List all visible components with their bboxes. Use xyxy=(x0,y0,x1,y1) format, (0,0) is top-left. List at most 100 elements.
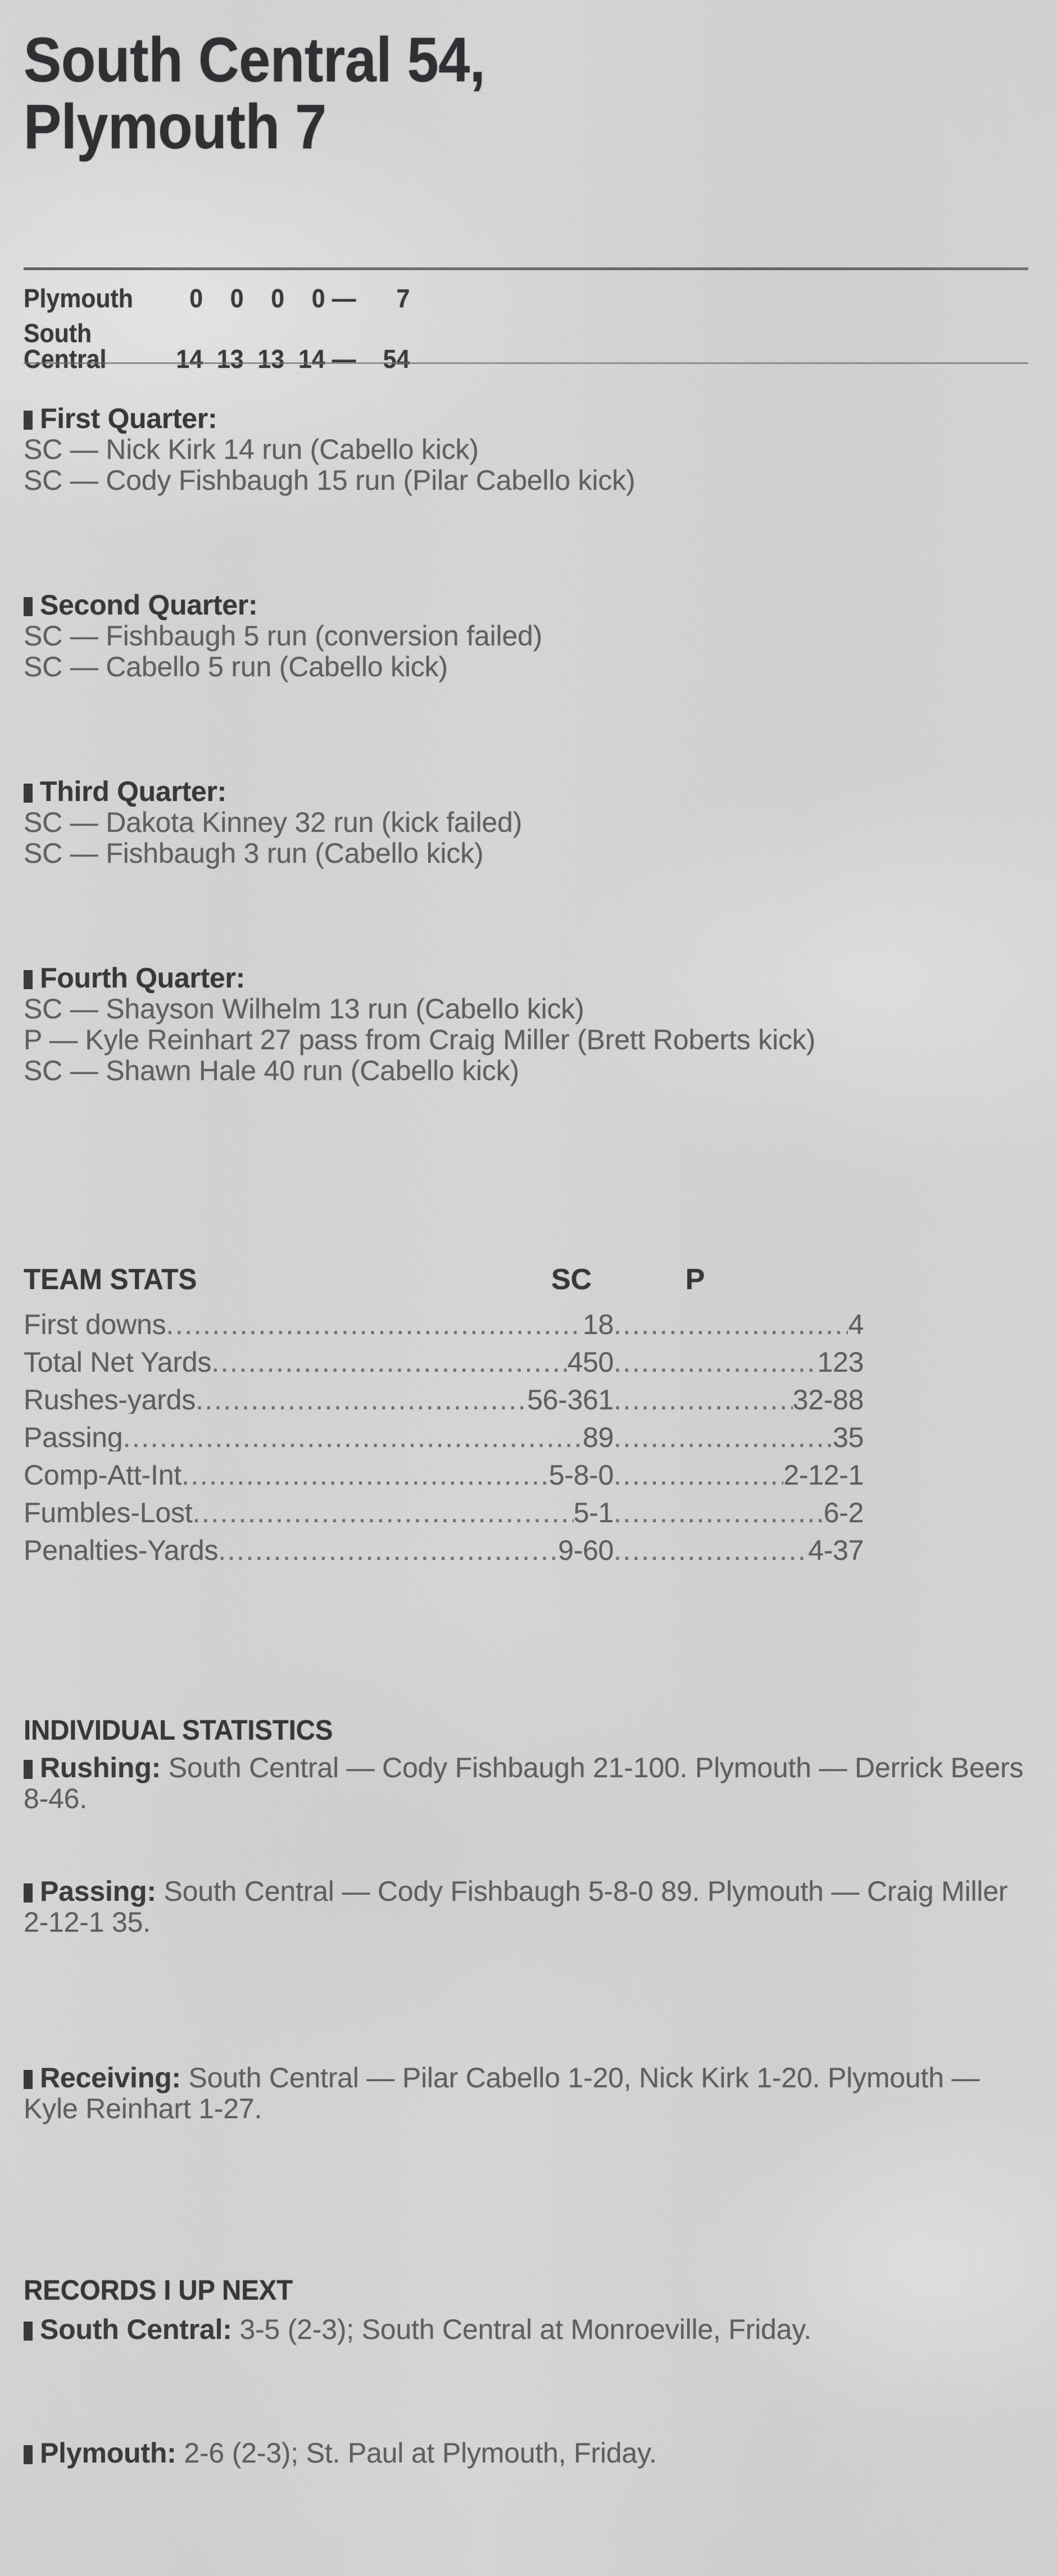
record-detail: 3-5 (2-3); South Central at Monroeville,… xyxy=(232,2314,812,2345)
stat-value-sc: 56-361 xyxy=(527,1386,614,1414)
stat-value-p: 4-37 xyxy=(808,1536,864,1564)
dot-leader: ............................... xyxy=(614,1310,848,1339)
table-row: Total Net Yards.........................… xyxy=(24,1348,1013,1376)
scoring-quarter-2: Second Quarter: SC — Fishbaugh 5 run (co… xyxy=(24,590,1035,682)
stat-label: Passing xyxy=(24,1423,123,1451)
square-bullet-icon xyxy=(24,2322,33,2341)
linescore-team-name: South Central xyxy=(24,318,107,374)
record-plymouth: Plymouth: 2-6 (2-3); St. Paul at Plymout… xyxy=(24,2438,1032,2469)
scoring-play: SC — Fishbaugh 3 run (Cabello kick) xyxy=(24,838,484,869)
stat-value-p: 2-12-1 xyxy=(783,1461,864,1489)
stat-value-p: 32-88 xyxy=(792,1386,864,1414)
team-stats-col-p: P xyxy=(685,1263,705,1296)
individual-statistics-title: INDIVIDUAL STATISTICS xyxy=(24,1714,333,1746)
dot-leader: ........................................… xyxy=(182,1461,549,1489)
stat-detail: South Central — Cody Fishbaugh 21-100. P… xyxy=(24,1752,1024,1814)
square-bullet-icon xyxy=(24,2070,33,2089)
headline-line-1: South Central 54, xyxy=(24,25,486,95)
scoring-quarter-1: First Quarter: SC — Nick Kirk 14 run (Ca… xyxy=(24,403,1035,496)
record-detail: 2-6 (2-3); St. Paul at Plymouth, Friday. xyxy=(176,2437,657,2469)
square-bullet-icon xyxy=(24,1883,33,1903)
dot-leader: ....................... xyxy=(614,1461,783,1489)
linescore-q4: 14 xyxy=(298,344,325,374)
record-team-label: Plymouth: xyxy=(40,2437,176,2469)
scoring-play: SC — Nick Kirk 14 run (Cabello kick) xyxy=(24,434,479,465)
linescore-total: 54 xyxy=(383,344,410,374)
scoring-play: SC — Shayson Wilhelm 13 run (Cabello kic… xyxy=(24,993,584,1025)
dot-leader: ........................ xyxy=(614,1386,793,1414)
linescore-team-name: Plymouth xyxy=(24,284,133,313)
linescore-total: 7 xyxy=(396,284,410,313)
headline-line-2: Plymouth 7 xyxy=(24,91,326,162)
stat-detail: South Central — Cody Fishbaugh 5-8-0 89.… xyxy=(24,1876,1008,1938)
team-stats-header-row: TEAM STATS SC P xyxy=(24,1265,979,1294)
stat-value-p: 123 xyxy=(817,1348,864,1376)
records-up-next-title: RECORDS I UP NEXT xyxy=(24,2274,293,2306)
dot-leader: ........................................… xyxy=(166,1310,583,1339)
stat-label: Total Net Yards xyxy=(24,1348,212,1376)
square-bullet-icon xyxy=(24,1760,33,1779)
linescore-q2: 13 xyxy=(216,344,244,374)
table-row: Fumbles-Lost............................… xyxy=(24,1499,1013,1527)
quarter-heading: Third Quarter: xyxy=(24,776,1035,807)
stat-label: First downs xyxy=(24,1310,166,1339)
dot-leader: ........................................… xyxy=(196,1386,528,1414)
table-row: Comp-Att-Int............................… xyxy=(24,1461,1013,1489)
dot-leader: ........................................… xyxy=(211,1348,567,1376)
quarter-heading: First Quarter: xyxy=(24,403,1035,434)
square-bullet-icon xyxy=(24,784,33,803)
linescore-q1: 0 xyxy=(189,284,203,313)
dot-leader: ........................... xyxy=(614,1348,817,1376)
stat-value-sc: 5-8-0 xyxy=(548,1461,614,1489)
stat-label: Comp-Att-Int xyxy=(24,1461,182,1489)
square-bullet-icon xyxy=(24,411,33,430)
square-bullet-icon xyxy=(24,970,33,989)
stat-category-label: Passing: xyxy=(40,1876,156,1907)
dot-leader: ............................ xyxy=(614,1499,824,1527)
stat-value-sc: 18 xyxy=(582,1310,614,1339)
stat-detail: South Central — Pilar Cabello 1-20, Nick… xyxy=(24,2062,980,2124)
scoring-quarter-4: Fourth Quarter: SC — Shayson Wilhelm 13 … xyxy=(24,963,1035,1086)
stat-label: Fumbles-Lost xyxy=(24,1499,193,1527)
scoring-play: P — Kyle Reinhart 27 pass from Craig Mil… xyxy=(24,1024,815,1055)
dot-leader: ........................................… xyxy=(192,1499,573,1527)
stat-value-sc: 89 xyxy=(582,1423,614,1451)
linescore-top-rule xyxy=(24,267,1028,270)
table-row: First downs.............................… xyxy=(24,1310,1013,1339)
scoring-play: SC — Cody Fishbaugh 15 run (Pilar Cabell… xyxy=(24,465,636,496)
linescore-q1: 14 xyxy=(176,344,203,374)
team-stats-title: TEAM STATS xyxy=(24,1263,197,1296)
quarter-heading: Fourth Quarter: xyxy=(24,963,1035,994)
individual-stat-passing: Passing: South Central — Cody Fishbaugh … xyxy=(24,1876,1032,1938)
table-row: Passing.................................… xyxy=(24,1423,1013,1451)
stat-category-label: Rushing: xyxy=(40,1752,161,1783)
scoring-play: SC — Dakota Kinney 32 run (kick failed) xyxy=(24,807,523,838)
scoring-play: SC — Cabello 5 run (Cabello kick) xyxy=(24,651,448,682)
page-title: South Central 54, Plymouth 7 xyxy=(24,25,782,162)
linescore-q2: 0 xyxy=(230,284,244,313)
square-bullet-icon xyxy=(24,597,33,616)
scoring-play: SC — Shawn Hale 40 run (Cabello kick) xyxy=(24,1055,519,1086)
dot-leader: ............................. xyxy=(614,1423,833,1451)
linescore-row-plymouth: Plymouth 0 0 0 0—7 xyxy=(24,285,808,311)
stat-label: Rushes-yards xyxy=(24,1386,196,1414)
linescore-q3: 0 xyxy=(271,284,285,313)
stat-value-p: 4 xyxy=(848,1310,864,1339)
stat-value-sc: 5-1 xyxy=(573,1499,614,1527)
table-row: Penalties-Yards.........................… xyxy=(24,1536,1013,1564)
dot-leader: .......................... xyxy=(614,1536,808,1564)
stat-category-label: Receiving: xyxy=(40,2062,181,2093)
linescore-q4: 0 xyxy=(311,284,325,313)
stat-value-sc: 9-60 xyxy=(558,1536,614,1564)
stat-label: Penalties-Yards xyxy=(24,1536,219,1564)
stat-value-p: 6-2 xyxy=(823,1499,864,1527)
stat-value-p: 35 xyxy=(832,1423,864,1451)
linescore-dash: — xyxy=(332,344,356,374)
quarter-heading: Second Quarter: xyxy=(24,590,1035,621)
linescore-dash: — xyxy=(332,284,356,313)
scoring-quarter-3: Third Quarter: SC — Dakota Kinney 32 run… xyxy=(24,776,1035,869)
square-bullet-icon xyxy=(24,2445,33,2464)
linescore-q3: 13 xyxy=(257,344,285,374)
dot-leader: ........................................… xyxy=(218,1536,559,1564)
